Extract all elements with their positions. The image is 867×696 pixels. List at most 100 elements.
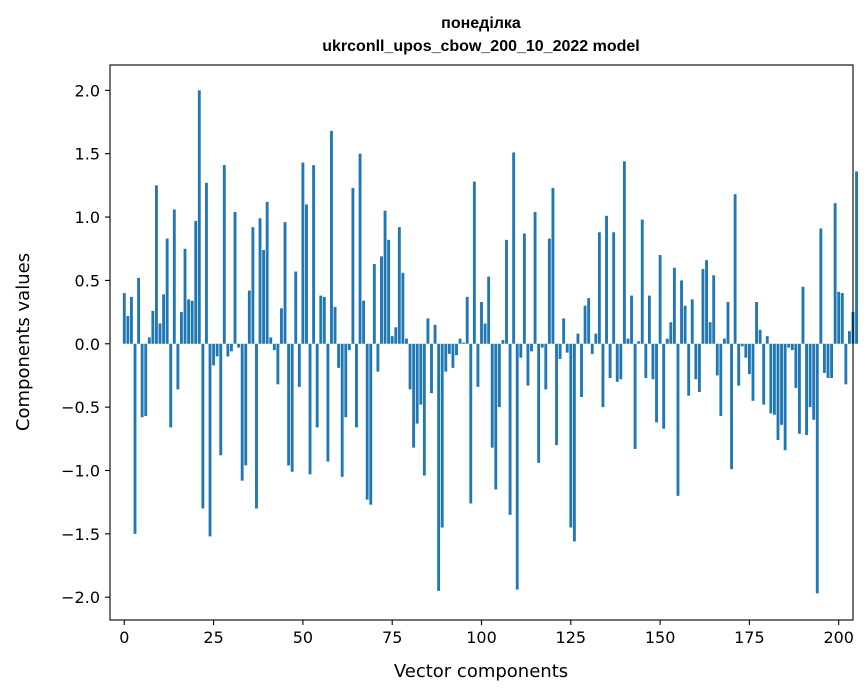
bar-component-70 [372, 263, 376, 344]
bar-component-35 [247, 290, 251, 344]
bar-component-84 [422, 343, 426, 476]
bar-component-22 [201, 343, 205, 509]
bar-component-113 [526, 343, 530, 386]
bar-component-151 [662, 343, 666, 429]
bar-component-160 [694, 343, 698, 380]
bar-component-79 [405, 338, 408, 344]
bar-component-19 [190, 300, 194, 344]
bar-component-20 [194, 220, 198, 344]
bar-component-41 [269, 337, 273, 344]
bar-component-133 [597, 232, 601, 344]
bar-component-56 [322, 296, 326, 344]
bar-component-29 [226, 343, 230, 357]
bar-component-118 [544, 343, 548, 390]
bar-component-28 [222, 165, 226, 344]
bar-component-149 [655, 343, 658, 423]
bar-component-167 [719, 343, 723, 416]
bar-component-64 [351, 187, 355, 344]
bar-component-104 [494, 343, 498, 490]
bar-component-119 [547, 238, 551, 344]
bar-component-38 [258, 218, 262, 344]
bar-component-42 [272, 343, 276, 351]
bar-component-86 [430, 343, 433, 394]
bar-component-72 [380, 256, 383, 344]
bar-component-50 [301, 162, 305, 344]
bar-component-185 [783, 343, 787, 451]
bar-component-4 [137, 277, 141, 344]
bar-component-170 [730, 343, 733, 470]
bar-component-120 [551, 187, 555, 344]
bar-component-65 [355, 343, 358, 428]
bar-component-87 [433, 324, 437, 344]
y-tick-label: 1.0 [75, 208, 100, 227]
bar-component-130 [587, 298, 591, 344]
y-tick-label: −1.0 [61, 461, 100, 480]
bar-component-32 [237, 343, 241, 348]
bar-component-91 [447, 343, 451, 354]
bar-component-175 [747, 343, 751, 375]
bar-component-82 [415, 343, 419, 424]
bar-component-57 [326, 343, 330, 462]
bar-component-52 [308, 343, 312, 475]
bar-component-158 [687, 343, 691, 396]
y-tick-label: 1.5 [75, 145, 100, 164]
bar-component-45 [283, 222, 287, 344]
bar-component-171 [733, 194, 737, 344]
bar-component-141 [626, 338, 630, 344]
bar-component-25 [212, 343, 216, 366]
bar-component-75 [390, 336, 394, 344]
bar-component-144 [637, 341, 641, 344]
bar-component-126 [572, 343, 576, 542]
bar-component-165 [712, 275, 716, 344]
bar-component-145 [640, 219, 644, 344]
bar-component-24 [208, 343, 212, 537]
bar-component-121 [555, 343, 558, 446]
bar-component-136 [608, 343, 612, 378]
bar-component-109 [512, 152, 516, 344]
bar-component-85 [426, 318, 430, 344]
bar-component-197 [826, 343, 830, 378]
bar-component-101 [483, 323, 487, 344]
x-tick-label: 150 [645, 628, 676, 647]
bar-component-9 [155, 185, 158, 344]
bar-component-69 [369, 343, 373, 505]
bar-component-54 [315, 343, 319, 428]
bar-component-26 [215, 343, 219, 357]
bar-component-155 [676, 343, 680, 496]
bar-component-127 [576, 333, 580, 344]
bar-component-139 [619, 343, 623, 380]
bar-component-181 [769, 343, 773, 414]
bar-component-162 [701, 269, 705, 344]
bar-component-115 [533, 211, 537, 344]
bar-component-140 [622, 161, 626, 344]
bar-component-67 [362, 300, 366, 344]
bar-component-96 [465, 296, 469, 344]
bar-component-1 [126, 315, 130, 344]
bar-component-108 [508, 343, 512, 515]
bar-component-95 [462, 342, 466, 344]
bar-component-122 [558, 343, 562, 359]
x-tick-label: 50 [293, 628, 313, 647]
bar-component-200 [837, 291, 841, 344]
bar-component-116 [537, 343, 541, 463]
x-tick-label: 25 [203, 628, 223, 647]
bar-series [122, 90, 858, 594]
bar-component-114 [530, 343, 533, 352]
bar-component-31 [233, 211, 237, 344]
bar-component-106 [501, 339, 505, 344]
bar-component-2 [130, 296, 133, 344]
bar-component-129 [583, 305, 587, 344]
bar-component-198 [830, 343, 833, 378]
bar-component-166 [715, 343, 719, 376]
bar-component-193 [812, 343, 816, 420]
bar-component-90 [444, 343, 448, 372]
y-tick-label: −1.5 [61, 525, 100, 544]
bar-component-46 [287, 343, 291, 466]
bar-component-161 [697, 343, 701, 392]
bar-component-23 [205, 182, 208, 344]
bar-component-6 [144, 343, 148, 416]
x-tick-label: 0 [119, 628, 129, 647]
bar-component-100 [480, 301, 483, 344]
bar-component-112 [522, 233, 526, 344]
